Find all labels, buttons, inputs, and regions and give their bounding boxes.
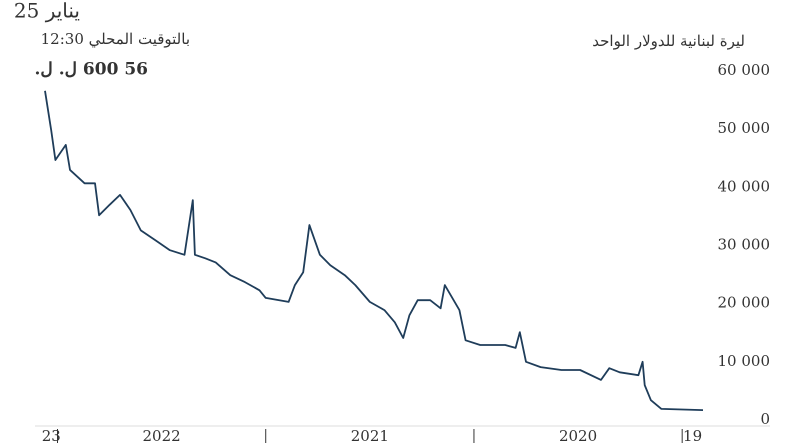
- x-tick-label: 2020: [559, 427, 597, 445]
- annotation: 56 600 ل. ل.: [35, 60, 148, 80]
- y-tick-label: 20 000: [718, 294, 771, 312]
- y-tick-label: 50 000: [718, 119, 771, 137]
- y-tick-label: 0: [760, 410, 770, 428]
- x-tick-label: 23: [42, 427, 61, 445]
- line: [44, 90, 704, 411]
- x-tick-label: 2022: [143, 427, 181, 445]
- x-tick-label: 2021: [351, 427, 389, 445]
- date-label: يناير 25: [14, 0, 80, 23]
- y-tick-label: 60 000: [718, 61, 771, 79]
- x-tick-label: 19: [683, 427, 702, 445]
- y-axis-label: ليرة لبنانية للدولار الواحد: [592, 32, 745, 50]
- y-tick-label: 30 000: [718, 236, 771, 254]
- time-label: بالتوقيت المحلي 12:30: [41, 30, 190, 48]
- y-tick-label: 40 000: [718, 177, 771, 195]
- y-tick-label: 10 000: [718, 352, 771, 370]
